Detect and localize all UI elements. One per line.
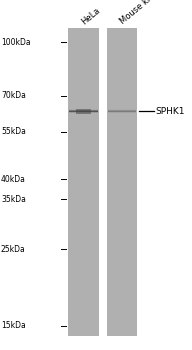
Bar bbox=[68, 28, 99, 336]
Text: 40kDa: 40kDa bbox=[1, 175, 26, 184]
Bar bbox=[69, 109, 98, 110]
Text: 25kDa: 25kDa bbox=[1, 245, 26, 254]
Text: 35kDa: 35kDa bbox=[1, 195, 26, 204]
Text: 70kDa: 70kDa bbox=[1, 91, 26, 100]
Text: HeLa: HeLa bbox=[80, 6, 102, 26]
Bar bbox=[76, 109, 91, 114]
Text: SPHK1: SPHK1 bbox=[156, 107, 185, 116]
Bar bbox=[108, 112, 136, 113]
Bar bbox=[69, 110, 98, 111]
Bar bbox=[107, 28, 137, 336]
Bar bbox=[108, 111, 136, 112]
Text: Mouse kidney: Mouse kidney bbox=[118, 0, 168, 26]
Text: 100kDa: 100kDa bbox=[1, 38, 31, 47]
Bar bbox=[108, 109, 136, 110]
Text: 55kDa: 55kDa bbox=[1, 127, 26, 136]
Text: 15kDa: 15kDa bbox=[1, 321, 26, 330]
Bar bbox=[108, 110, 136, 111]
Bar bbox=[69, 111, 98, 112]
Bar bbox=[69, 112, 98, 113]
